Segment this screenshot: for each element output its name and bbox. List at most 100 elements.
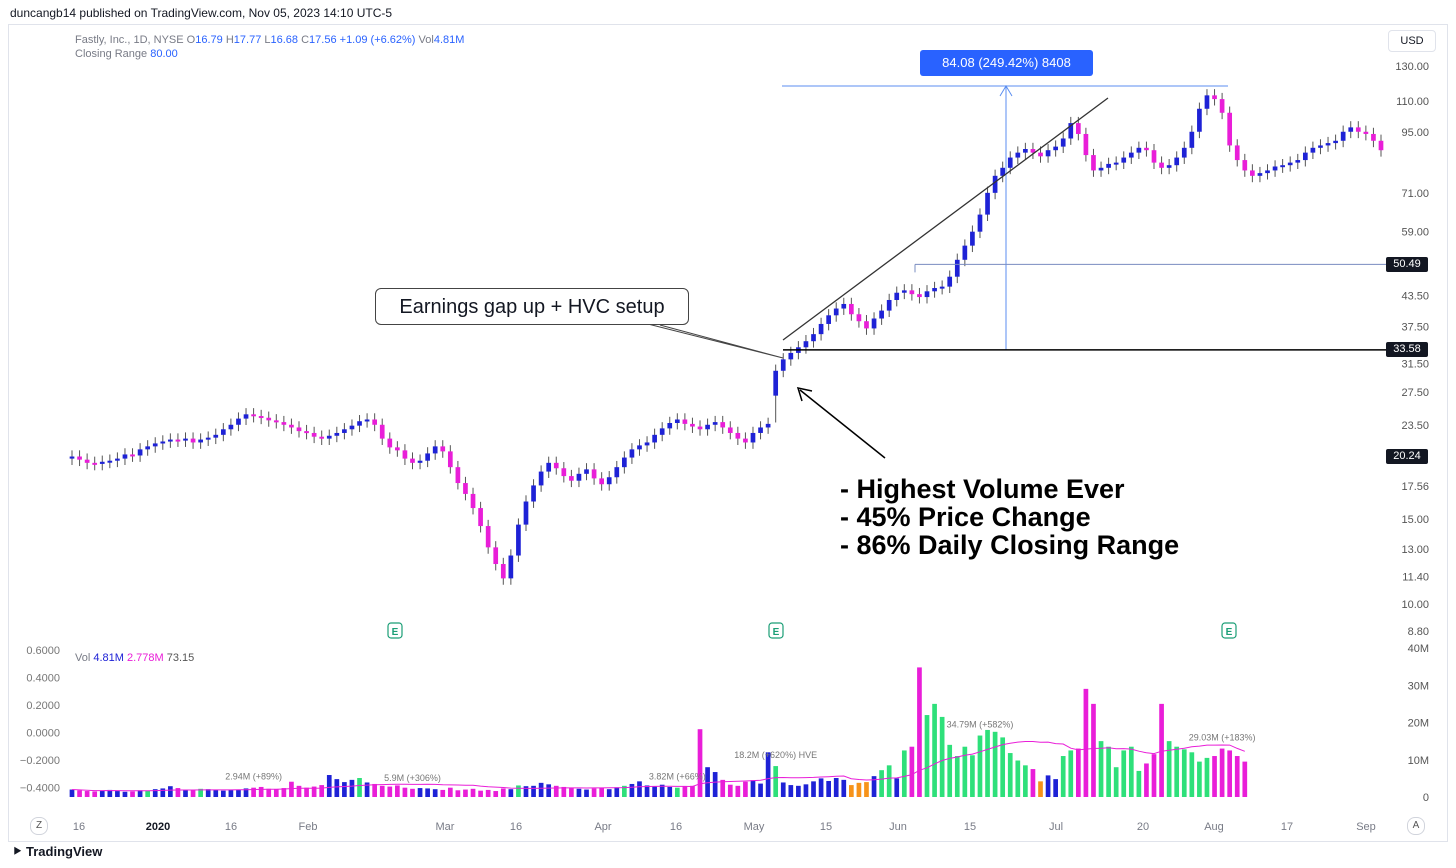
volume-bar [977, 735, 983, 797]
volume-bar [1038, 781, 1043, 797]
candle-body [932, 288, 937, 292]
left-axis-tick: −0.2000 [20, 755, 60, 767]
price-axis-tick: 8.80 [1408, 626, 1429, 638]
volume-bar [924, 715, 930, 797]
candle-body [1000, 167, 1006, 176]
candle-body [1166, 165, 1172, 168]
volume-bar [1136, 770, 1142, 797]
candle-body [379, 424, 385, 439]
volume-bar [992, 731, 998, 797]
candle-body [1136, 147, 1142, 153]
candle-body [1257, 173, 1263, 176]
candle-body [349, 425, 355, 430]
candle-body [690, 423, 695, 427]
candle-body [561, 468, 567, 477]
note-2: - 45% Price Change [840, 502, 1091, 532]
volume-bar [99, 790, 105, 797]
volume-bar [296, 785, 302, 797]
candle-body [720, 422, 726, 428]
price-axis-tick: 31.50 [1401, 358, 1429, 370]
volume-bar [122, 791, 128, 797]
volume-bar [364, 782, 370, 797]
volume-bar [137, 790, 143, 797]
volume-bar [818, 778, 824, 797]
chart-frame [8, 24, 1448, 842]
candle-body [1121, 157, 1127, 163]
volume-bar [470, 788, 476, 797]
volume-bar [538, 782, 544, 797]
volume-bar [1068, 750, 1074, 797]
volume-bar [796, 785, 801, 797]
candle-body [659, 428, 665, 435]
candle-body [1295, 160, 1301, 163]
candle-body [1045, 150, 1051, 157]
volume-label: 18.2M (+620%) HVE [734, 750, 817, 760]
time-axis-tick: 20 [1137, 821, 1149, 833]
volume-bar [485, 789, 491, 797]
time-axis-tick: 15 [820, 821, 832, 833]
volume-bar [674, 787, 680, 797]
auto-scale-button[interactable]: A [1407, 817, 1425, 835]
candle-body [1053, 146, 1058, 151]
volume-label: 29.03M (+183%) [1189, 733, 1256, 743]
volume-bar [69, 789, 75, 797]
currency-button[interactable]: USD [1388, 30, 1436, 52]
candle-body [773, 370, 779, 396]
candle-body [864, 321, 869, 329]
volume-bar [395, 785, 400, 797]
volume-bar [773, 766, 779, 797]
candle-body [198, 439, 203, 443]
tradingview-logo: ⯈ TradingView [12, 844, 102, 860]
volume-bar [168, 786, 173, 797]
volume-bar [644, 785, 650, 797]
volume-bar [1098, 741, 1104, 797]
closing-range-row: Closing Range 80.00 [75, 47, 464, 61]
price-axis-tick: 43.50 [1401, 291, 1429, 303]
price-tag-20: 20.24 [1386, 449, 1428, 464]
candle-body [1318, 145, 1323, 148]
price-axis-tick: 11.40 [1402, 572, 1429, 584]
candle-body [682, 419, 688, 424]
volume-bar [856, 782, 862, 797]
volume-ma-line [71, 741, 1245, 792]
volume-bar [629, 783, 635, 797]
notes-block: - Highest Volume Ever - 45% Price Change… [840, 475, 1179, 559]
volume-bar [1166, 741, 1172, 797]
candle-body [1181, 147, 1187, 158]
candle-body [849, 303, 854, 315]
volume-bar [1091, 703, 1096, 797]
volume-bar [1159, 703, 1164, 797]
candle-body [712, 422, 718, 425]
candle-body [894, 292, 900, 300]
candle-body [1340, 131, 1346, 141]
candle-body [1325, 143, 1331, 146]
candle-body [833, 308, 839, 316]
volume-bar [236, 789, 241, 797]
candle-body [1023, 149, 1028, 153]
candle-body [765, 423, 771, 428]
volume-bar [871, 776, 877, 797]
volume-bar [622, 785, 627, 797]
volume-bar [735, 785, 741, 797]
price-axis-tick: 130.00 [1395, 61, 1429, 73]
volume-bar [606, 789, 612, 797]
time-axis-tick: Aug [1204, 821, 1224, 833]
time-axis-tick: Mar [436, 821, 455, 833]
zoom-button[interactable]: Z [30, 817, 48, 835]
candle-body [508, 555, 514, 579]
candle-body [190, 438, 196, 443]
volume-bar [886, 765, 892, 797]
volume-bar [160, 788, 166, 797]
volume-bar [387, 786, 393, 797]
candle-body [304, 431, 309, 434]
time-axis-tick: Jul [1049, 821, 1063, 833]
candle-body [803, 341, 809, 348]
volume-bar [1045, 775, 1051, 797]
price-axis-tick: 17.56 [1401, 481, 1429, 493]
candle-body [243, 414, 249, 419]
price-axis-tick: 13.00 [1401, 544, 1429, 556]
callout-pointer [639, 321, 784, 359]
volume-bar [417, 788, 423, 797]
volume-bar [463, 789, 468, 797]
